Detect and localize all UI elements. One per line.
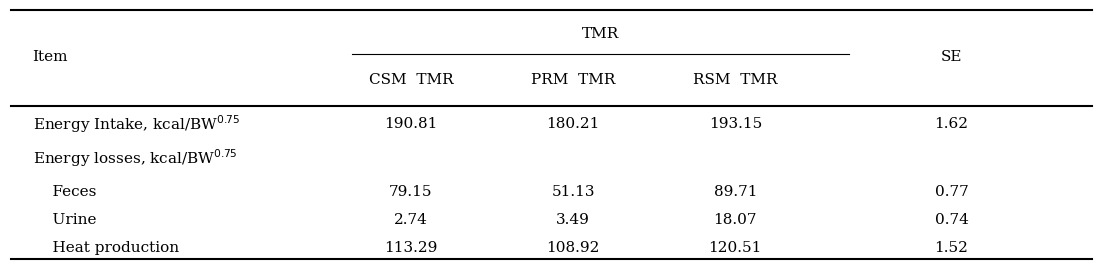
- Text: SE: SE: [941, 50, 962, 64]
- Text: Heat production: Heat production: [33, 241, 179, 256]
- Text: 79.15: 79.15: [389, 185, 432, 199]
- Text: 0.77: 0.77: [934, 185, 968, 199]
- Text: 108.92: 108.92: [546, 241, 600, 256]
- Text: 18.07: 18.07: [714, 213, 757, 227]
- Text: Energy Intake, kcal/BW$^{0.75}$: Energy Intake, kcal/BW$^{0.75}$: [33, 114, 240, 135]
- Text: Urine: Urine: [33, 213, 96, 227]
- Text: 2.74: 2.74: [394, 213, 428, 227]
- Text: Feces: Feces: [33, 185, 96, 199]
- Text: Item: Item: [33, 50, 68, 64]
- Text: 0.74: 0.74: [934, 213, 968, 227]
- Text: RSM  TMR: RSM TMR: [693, 73, 778, 87]
- Text: 120.51: 120.51: [708, 241, 762, 256]
- Text: 1.52: 1.52: [934, 241, 968, 256]
- Text: 89.71: 89.71: [714, 185, 757, 199]
- Text: TMR: TMR: [581, 27, 619, 41]
- Text: 51.13: 51.13: [552, 185, 595, 199]
- Text: 113.29: 113.29: [384, 241, 438, 256]
- Text: CSM  TMR: CSM TMR: [368, 73, 453, 87]
- Text: 190.81: 190.81: [384, 117, 438, 131]
- Text: 180.21: 180.21: [546, 117, 600, 131]
- Text: PRM  TMR: PRM TMR: [531, 73, 615, 87]
- Text: Energy losses, kcal/BW$^{0.75}$: Energy losses, kcal/BW$^{0.75}$: [33, 147, 237, 169]
- Text: 1.62: 1.62: [934, 117, 968, 131]
- Text: 3.49: 3.49: [556, 213, 590, 227]
- Text: 193.15: 193.15: [708, 117, 762, 131]
